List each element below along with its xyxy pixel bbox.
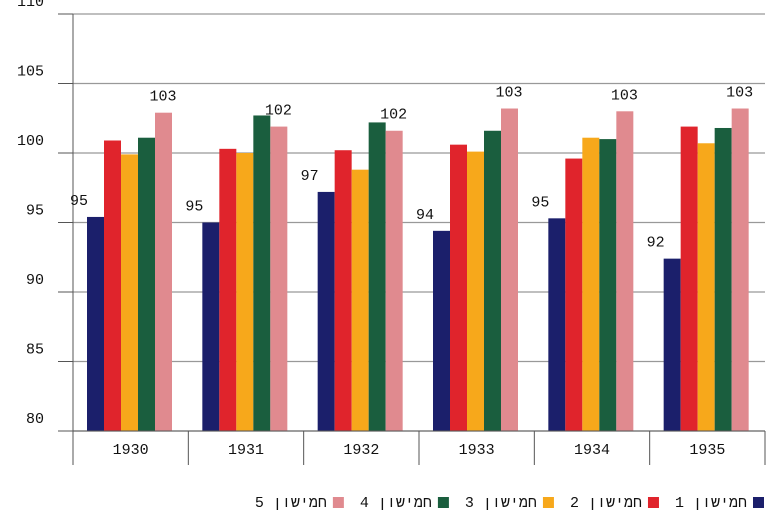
legend-label: חמישון 1 (675, 495, 747, 512)
y-tick-label: 100 (17, 133, 44, 150)
bar (87, 216, 104, 431)
x-tick-label: 1932 (343, 442, 379, 459)
value-label: 103 (149, 89, 176, 106)
y-tick-label: 90 (26, 272, 44, 289)
bar (616, 111, 634, 432)
legend-swatch (647, 497, 659, 508)
bar (582, 137, 600, 431)
y-tick-label: 95 (26, 202, 44, 219)
y-tick-label: 105 (17, 63, 44, 80)
x-tick-label: 1935 (689, 442, 725, 459)
value-label: 103 (726, 84, 753, 101)
bar (697, 143, 715, 431)
bar (484, 130, 501, 431)
value-label: 102 (380, 107, 407, 124)
x-tick-label: 1930 (113, 442, 149, 459)
legend-label: חמישון 2 (570, 495, 642, 512)
bar (599, 139, 617, 431)
bar (104, 140, 121, 432)
bar (714, 127, 732, 431)
legend-swatch (753, 497, 764, 508)
value-label: 97 (301, 168, 319, 185)
y-tick-label: 80 (26, 411, 44, 428)
bar (236, 153, 254, 431)
bar (317, 191, 335, 431)
value-label: 92 (647, 235, 665, 252)
bar (351, 169, 369, 431)
bar (138, 137, 155, 431)
bar (467, 151, 484, 432)
x-tick-label: 1931 (228, 442, 264, 459)
bar (155, 112, 172, 431)
legend-swatch (332, 497, 344, 508)
y-tick-label: 110 (17, 0, 44, 11)
bar (219, 148, 237, 431)
bar (663, 258, 681, 431)
legend-swatch (437, 497, 449, 508)
bar (368, 122, 386, 432)
legend-label: חמישון 3 (465, 495, 537, 512)
bar (121, 154, 138, 431)
bar (253, 115, 271, 431)
x-tick-label: 1934 (574, 442, 610, 459)
bar (385, 130, 403, 431)
value-label: 102 (265, 103, 292, 120)
bar (548, 218, 566, 431)
bar (334, 150, 352, 431)
x-tick-label: 1933 (459, 442, 495, 459)
y-tick-label: 85 (26, 341, 44, 358)
bar (731, 108, 749, 432)
legend-swatch (542, 497, 554, 508)
value-label: 95 (531, 194, 549, 211)
bar (202, 222, 220, 431)
value-label: 95 (70, 193, 88, 210)
bar (501, 108, 518, 432)
value-label: 103 (611, 87, 638, 104)
value-label: 94 (416, 207, 434, 224)
bar (433, 230, 450, 431)
value-label: 103 (495, 84, 522, 101)
legend-label: חמישון 5 (255, 495, 327, 512)
value-label: 95 (185, 198, 203, 215)
bar (450, 144, 467, 431)
bar (270, 126, 288, 431)
bar (680, 126, 698, 431)
legend-label: חמישון 4 (360, 495, 432, 512)
bar (565, 158, 583, 431)
